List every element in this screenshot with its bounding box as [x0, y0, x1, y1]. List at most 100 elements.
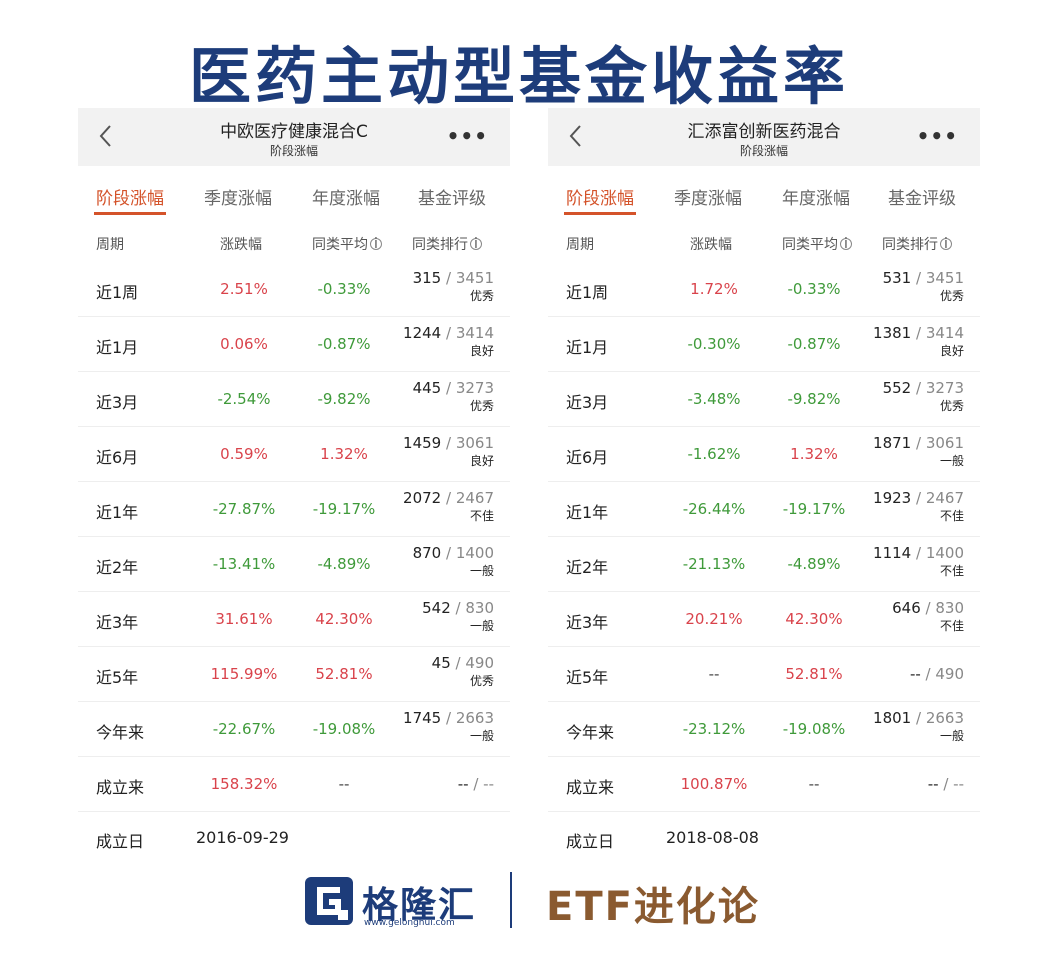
- col-rank[interactable]: 同类排行 i: [882, 234, 952, 254]
- nav-bar: 中欧医疗健康混合C 阶段涨幅 •••: [78, 108, 510, 166]
- avg-value: -19.08%: [312, 720, 376, 738]
- rank-grade: 优秀: [939, 289, 964, 303]
- change-value: -21.13%: [682, 555, 746, 573]
- tab-active-indicator: [564, 212, 636, 215]
- table-row: 近3月 -3.48% -9.82% 552 / 3273 优秀: [548, 372, 980, 427]
- change-value: -23.12%: [682, 720, 746, 738]
- change-value: -1.62%: [687, 445, 741, 463]
- more-icon[interactable]: •••: [446, 124, 488, 148]
- rank-total: --: [483, 775, 494, 793]
- period-label: 近2年: [96, 558, 139, 577]
- rank-value: 1244: [403, 324, 442, 342]
- period-label: 成立来: [566, 778, 615, 797]
- rank-total: 3273: [455, 379, 494, 397]
- info-icon[interactable]: i: [940, 237, 952, 251]
- rank-total: 830: [935, 599, 964, 617]
- table-row: 近1年 -27.87% -19.17% 2072 / 2467 不佳: [78, 482, 510, 537]
- table-row: 近5年 -- 52.81% -- / 490: [548, 647, 980, 702]
- period-label: 近3月: [96, 393, 139, 412]
- info-icon[interactable]: i: [840, 237, 852, 251]
- tab-2[interactable]: 年度涨幅: [782, 189, 850, 209]
- rank-grade: 不佳: [939, 564, 964, 578]
- tab-active-indicator: [94, 212, 166, 215]
- rank-grade: 优秀: [939, 399, 964, 413]
- rank-total: 2663: [455, 709, 494, 727]
- tab-0[interactable]: 阶段涨幅: [96, 189, 164, 209]
- tab-0[interactable]: 阶段涨幅: [566, 189, 634, 209]
- col-avg[interactable]: 同类平均 i: [782, 234, 852, 254]
- tab-1[interactable]: 季度涨幅: [204, 189, 272, 209]
- col-rank-label: 同类排行: [412, 237, 468, 253]
- tab-3[interactable]: 基金评级: [418, 189, 486, 209]
- rank-total: 3061: [925, 434, 964, 452]
- rank-cell: 1745 / 2663 一般: [403, 709, 494, 743]
- rank-grade: 一般: [939, 729, 964, 743]
- tab-1[interactable]: 季度涨幅: [674, 189, 742, 209]
- more-icon[interactable]: •••: [916, 124, 958, 148]
- avg-value: -4.89%: [787, 555, 841, 573]
- col-rank[interactable]: 同类排行 i: [412, 234, 482, 254]
- table-row: 近2年 -21.13% -4.89% 1114 / 1400 不佳: [548, 537, 980, 592]
- change-value: 31.61%: [215, 610, 273, 628]
- rank-cell: 315 / 3451 优秀: [412, 269, 494, 303]
- col-change: 涨跌幅: [690, 237, 732, 253]
- info-icon[interactable]: i: [470, 237, 482, 251]
- tab-bar: 阶段涨幅 季度涨幅 年度涨幅 基金评级: [548, 170, 980, 220]
- rank-total: --: [953, 775, 964, 793]
- logo-url: www.gelonghui.com: [364, 918, 455, 928]
- brand-text: ETF进化论: [546, 884, 760, 930]
- rank-grade: 一般: [469, 619, 494, 633]
- period-label: 近1周: [566, 283, 609, 302]
- change-value: --: [708, 665, 720, 683]
- back-arrow-icon[interactable]: [98, 124, 122, 150]
- col-change: 涨跌幅: [220, 237, 262, 253]
- rank-value: 1459: [403, 434, 442, 452]
- info-icon[interactable]: i: [370, 237, 382, 251]
- period-label: 近1年: [566, 503, 609, 522]
- rank-total: 3414: [925, 324, 964, 342]
- table-row: 近1月 0.06% -0.87% 1244 / 3414 良好: [78, 317, 510, 372]
- avg-value: -19.17%: [312, 500, 376, 518]
- rank-grade: 优秀: [469, 399, 494, 413]
- rank-total: 2467: [455, 489, 494, 507]
- avg-value: 1.32%: [320, 445, 368, 463]
- rank-value: 552: [882, 379, 912, 397]
- logo-text: 格隆汇: [362, 885, 477, 926]
- rank-cell: 1459 / 3061 良好: [403, 434, 494, 468]
- tab-2[interactable]: 年度涨幅: [312, 189, 380, 209]
- rank-value: 1745: [403, 709, 442, 727]
- rank-cell: 1381 / 3414 良好: [873, 324, 964, 358]
- rank-total: 3414: [455, 324, 494, 342]
- column-header: 周期 涨跌幅 同类平均 i 同类排行 i: [78, 220, 510, 262]
- table-row: 近3年 20.21% 42.30% 646 / 830 不佳: [548, 592, 980, 647]
- avg-value: -19.17%: [782, 500, 846, 518]
- avg-value: 52.81%: [315, 665, 373, 683]
- rank-total: 490: [935, 665, 964, 683]
- tab-3[interactable]: 基金评级: [888, 189, 956, 209]
- data-rows: 近1周 2.51% -0.33% 315 / 3451 优秀 近1月 0.06%…: [78, 262, 510, 812]
- period-label: 近3年: [96, 613, 139, 632]
- change-value: -26.44%: [682, 500, 746, 518]
- avg-value: -0.33%: [787, 280, 841, 298]
- fund-name: 汇添富创新医药混合: [687, 122, 841, 142]
- period-label: 近1月: [96, 338, 139, 357]
- avg-value: 1.32%: [790, 445, 838, 463]
- avg-value: -0.87%: [787, 335, 841, 353]
- rank-cell: -- / --: [927, 775, 964, 793]
- change-value: 2.51%: [220, 280, 268, 298]
- rank-cell: 870 / 1400 一般: [412, 544, 494, 578]
- rank-total: 3451: [925, 269, 964, 287]
- rank-value: --: [909, 665, 921, 683]
- table-row: 今年来 -22.67% -19.08% 1745 / 2663 一般: [78, 702, 510, 757]
- avg-value: --: [338, 775, 350, 793]
- rank-value: 1381: [873, 324, 912, 342]
- period-label: 近1月: [566, 338, 609, 357]
- fund-name: 中欧医疗健康混合C: [220, 122, 368, 142]
- change-value: 158.32%: [210, 775, 278, 793]
- rank-cell: 542 / 830 一般: [422, 599, 494, 633]
- col-avg[interactable]: 同类平均 i: [312, 234, 382, 254]
- period-label: 成立来: [96, 778, 145, 797]
- rank-grade: 不佳: [469, 509, 494, 523]
- rank-total: 3273: [925, 379, 964, 397]
- back-arrow-icon[interactable]: [568, 124, 592, 150]
